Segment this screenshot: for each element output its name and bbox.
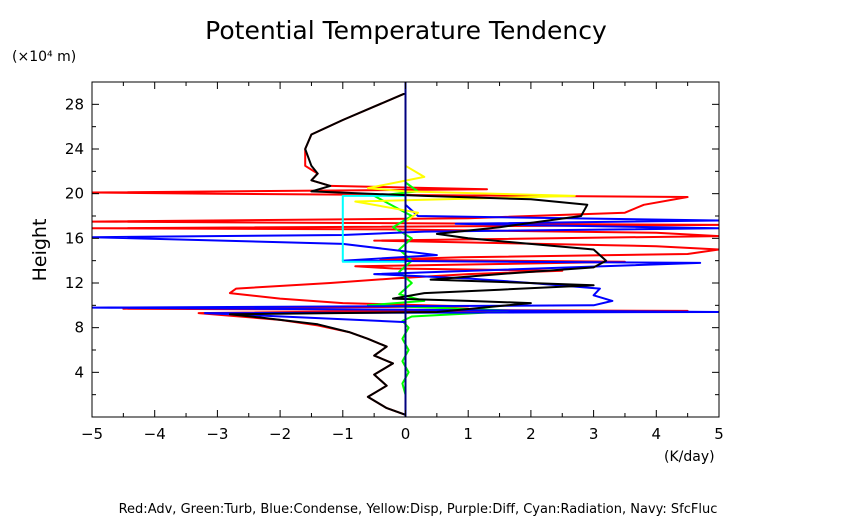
x-tick-label: 0 (401, 425, 411, 443)
x-tick-label: 1 (463, 425, 473, 443)
chart-title: Potential Temperature Tendency (205, 16, 607, 45)
y-tick-label: 8 (74, 319, 84, 337)
plot-frame (91, 81, 720, 418)
legend-text: Red:Adv, Green:Turb, Blue:Condense, Yell… (119, 502, 718, 517)
y-tick-label: 20 (65, 185, 84, 203)
x-tick-label: −3 (206, 425, 228, 443)
y-tick-label: 4 (74, 363, 84, 381)
y-axis-label: Height (29, 219, 51, 282)
x-tick-label: 2 (526, 425, 536, 443)
series-line-total (228, 82, 608, 416)
series-line-disp (354, 137, 576, 417)
y-tick-label: 12 (65, 274, 84, 292)
series-layer (92, 82, 719, 417)
series-line-turb (366, 181, 520, 417)
x-tick-label: 3 (589, 425, 599, 443)
x-tick-label: 5 (714, 425, 724, 443)
series-line-radiation (341, 194, 406, 263)
series-line-condense (92, 82, 719, 417)
x-unit-label: (K/day) (664, 449, 715, 465)
x-tick-label: −5 (81, 425, 103, 443)
y-tick-label: 28 (65, 95, 84, 113)
x-tick-label: 4 (652, 425, 662, 443)
y-tick-label: 24 (65, 140, 84, 158)
y-unit-label: (×10⁴ m) (12, 49, 76, 65)
x-tick-label: −4 (144, 425, 166, 443)
x-tick-label: −1 (332, 425, 354, 443)
y-tick-label: 16 (65, 229, 84, 247)
x-tick-label: −2 (269, 425, 291, 443)
